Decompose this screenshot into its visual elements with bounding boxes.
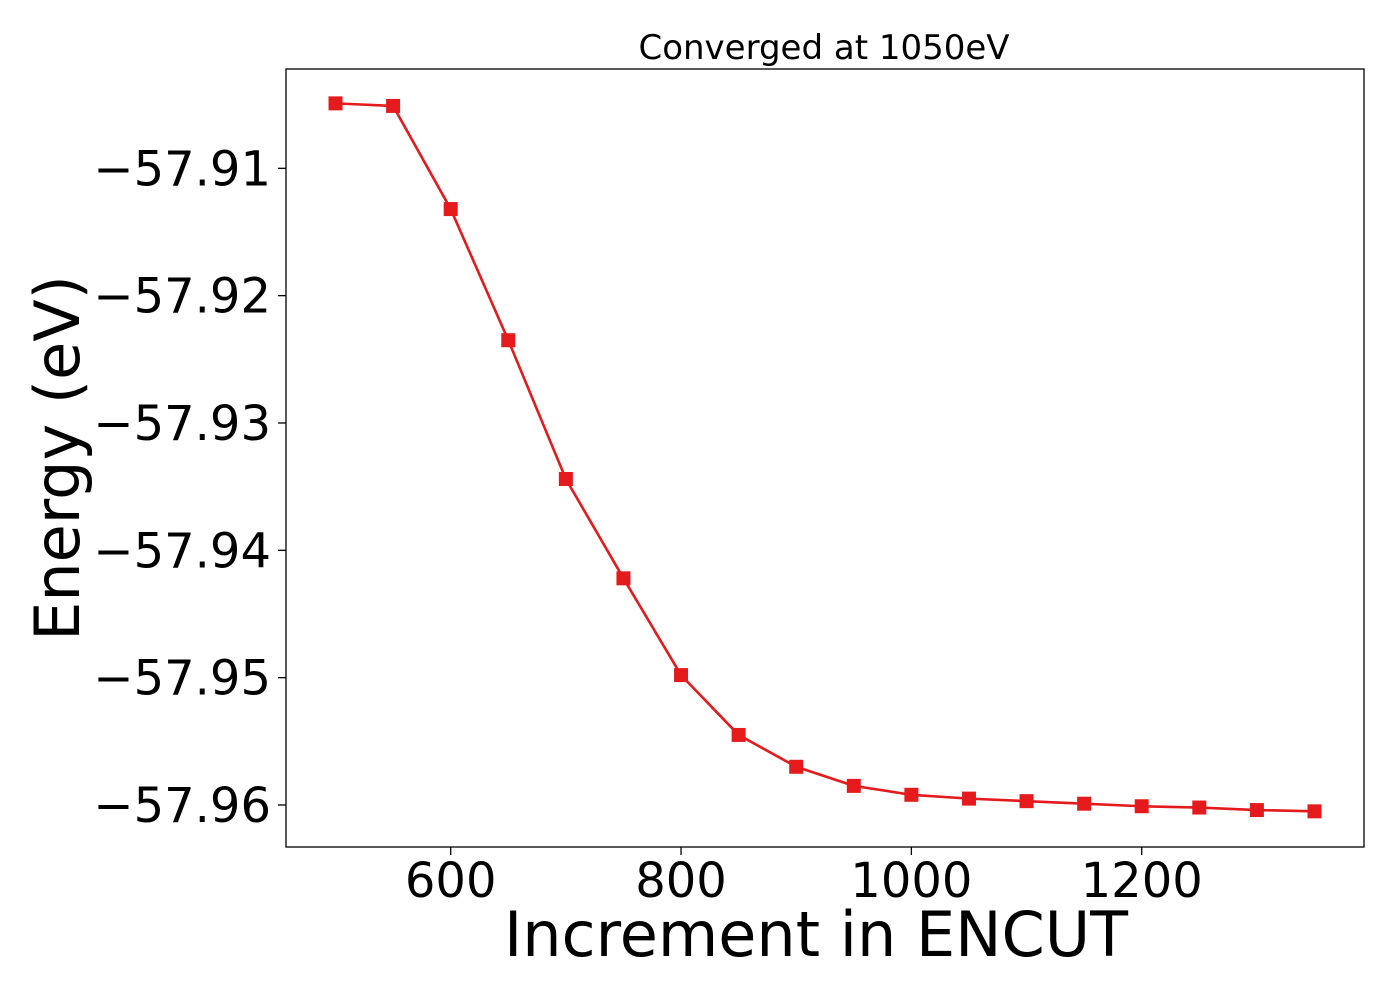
y-axis-label: Energy (eV) <box>21 275 94 641</box>
data-point <box>961 791 976 806</box>
data-point <box>616 571 631 586</box>
series-layer <box>328 96 1322 819</box>
data-point <box>904 787 919 802</box>
data-point <box>731 727 746 742</box>
chart-title: Converged at 1050eV <box>638 28 1009 68</box>
data-point <box>328 96 343 111</box>
data-point <box>789 759 804 774</box>
x-axis-ticks: 600 800 1000 1200 <box>405 847 1203 909</box>
data-point <box>1192 800 1207 815</box>
x-axis-label: Increment in ENCUT <box>504 898 1129 971</box>
data-point <box>558 472 573 487</box>
y-tick-label: −57.96 <box>93 778 271 834</box>
data-point <box>1307 804 1322 819</box>
data-point <box>501 333 516 348</box>
x-tick-label: 1000 <box>850 853 972 909</box>
data-point <box>1249 803 1264 818</box>
data-point <box>1019 794 1034 809</box>
y-axis-ticks: −57.91 −57.92 −57.93 −57.94 −57.95 −57.96 <box>93 141 286 834</box>
plot-area-frame <box>285 68 1365 848</box>
y-tick-label: −57.93 <box>93 396 271 452</box>
data-point <box>1134 799 1149 814</box>
y-tick-label: −57.95 <box>93 651 271 707</box>
data-point <box>674 668 689 683</box>
data-point <box>443 202 458 217</box>
data-point <box>1077 796 1092 811</box>
y-tick-label: −57.92 <box>93 269 271 325</box>
data-point <box>846 778 861 793</box>
x-tick-label: 1200 <box>1081 853 1203 909</box>
y-tick-label: −57.94 <box>93 523 271 579</box>
x-tick-label: 800 <box>635 853 727 909</box>
y-tick-label: −57.91 <box>93 141 271 197</box>
series-line <box>335 102 1315 813</box>
x-tick-label: 600 <box>405 853 497 909</box>
data-point <box>386 98 401 113</box>
